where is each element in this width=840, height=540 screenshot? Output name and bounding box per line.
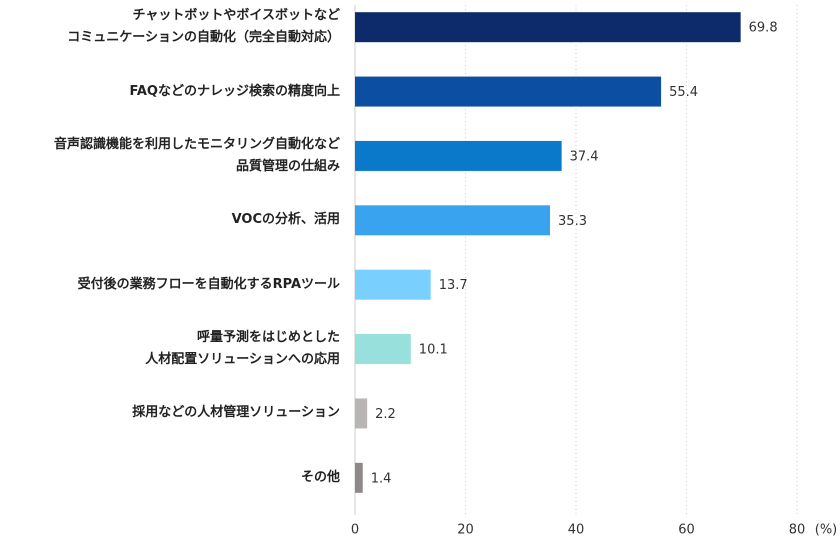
category-label: FAQなどのナレッジ検索の精度向上 <box>129 83 340 99</box>
x-unit: (%) <box>815 523 838 538</box>
bar <box>355 140 562 171</box>
bar <box>355 269 431 300</box>
x-tick-label: 60 <box>678 523 695 538</box>
category-label: その他 <box>300 469 340 485</box>
x-tick-label: 40 <box>568 523 585 538</box>
category-label: VOCの分析、活用 <box>231 212 340 228</box>
value-label: 55.4 <box>669 85 698 100</box>
category-label: チャットボットやボイスボットなど コミュニケーションの自動化（完全自動対応） <box>67 8 340 46</box>
bar <box>355 334 411 365</box>
bar <box>355 76 662 107</box>
value-label: 2.2 <box>375 407 396 422</box>
category-label: 音声認識機能を利用したモニタリング自動化など 品質管理の仕組み <box>53 136 340 174</box>
bar <box>355 205 551 236</box>
value-label: 10.1 <box>419 343 448 358</box>
category-label: 採用などの人材管理ソリューション <box>132 405 340 421</box>
value-label: 69.8 <box>749 21 778 36</box>
x-tick-label: 0 <box>351 523 359 538</box>
x-tick-label: 80 <box>789 523 806 538</box>
value-label: 37.4 <box>570 149 599 164</box>
bar <box>355 398 368 429</box>
value-label: 1.4 <box>371 471 392 486</box>
x-tick-label: 20 <box>457 523 474 538</box>
category-label: 呼量予測をはじめとした 人材配置ソリューションへの応用 <box>145 330 340 368</box>
bar <box>355 462 363 493</box>
value-label: 13.7 <box>439 278 468 293</box>
category-label: 受付後の業務フローを自動化するRPAツール <box>77 276 340 292</box>
value-label: 35.3 <box>558 214 587 229</box>
bar <box>355 12 741 43</box>
